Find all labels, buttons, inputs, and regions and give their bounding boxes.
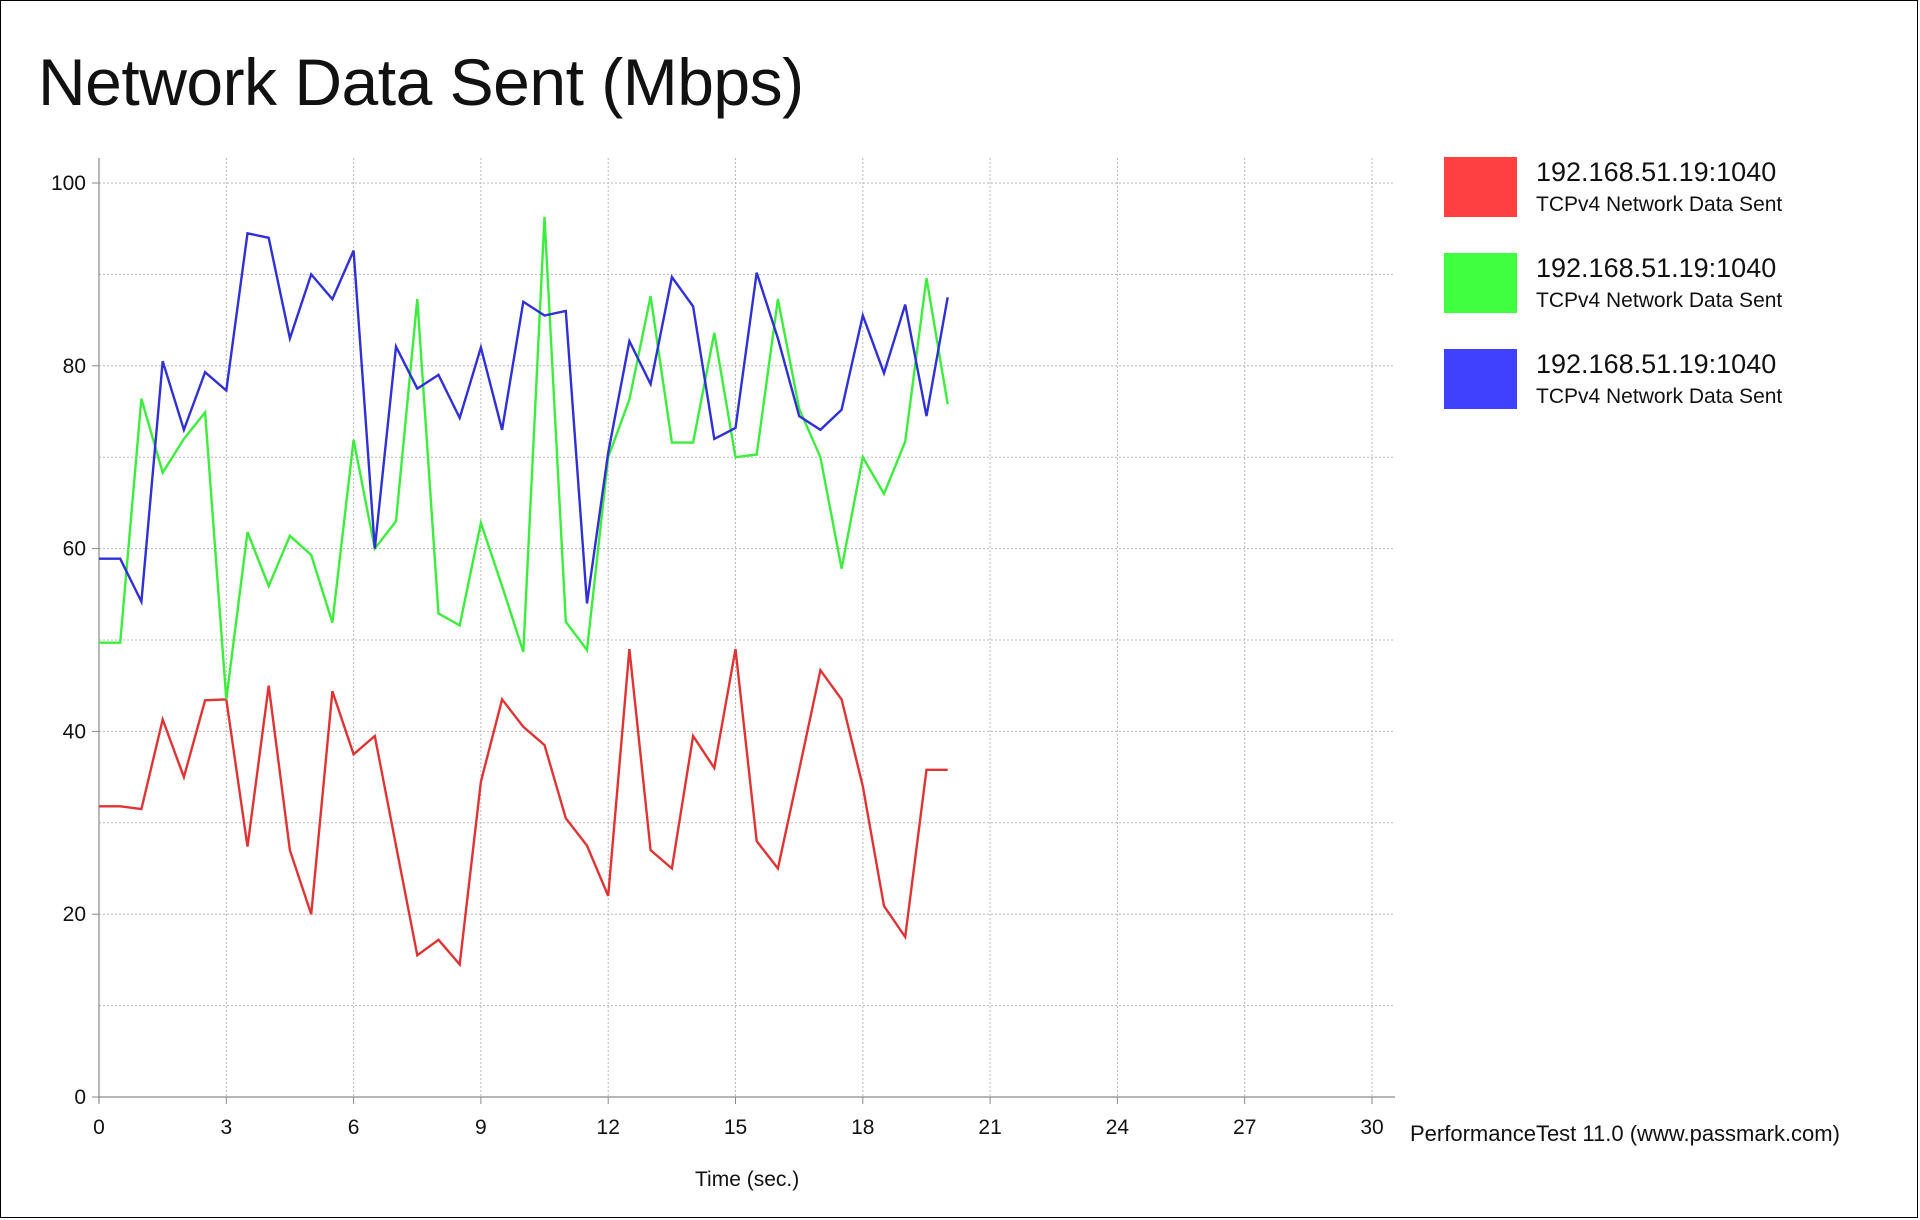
x-tick-label: 30: [1360, 1116, 1383, 1139]
x-tick-label: 9: [475, 1116, 487, 1139]
y-tick-label: 0: [74, 1086, 86, 1109]
x-tick-label: 24: [1106, 1116, 1130, 1139]
watermark-text: PerformanceTest 11.0 (www.passmark.com): [1410, 1121, 1840, 1146]
series-line-3: [99, 231, 949, 606]
grid-lines: [98, 158, 1395, 1098]
x-tick-label: 18: [851, 1116, 874, 1139]
series-lines: [99, 216, 949, 968]
y-tick-label: 40: [63, 720, 86, 743]
x-tick-label: 3: [220, 1116, 232, 1139]
chart-title: Network Data Sent (Mbps): [38, 45, 804, 119]
y-tick-label: 100: [51, 172, 86, 195]
legend-series-name: 192.168.51.19:1040: [1536, 157, 1777, 187]
legend-series-name: 192.168.51.19:1040: [1536, 349, 1777, 379]
legend-swatch-green: [1444, 253, 1517, 313]
tick-labels: 0 20 40 60 80 100 0 3 6 9 12 15 18 21 24 27 30: [51, 172, 1384, 1139]
y-tick-label: 20: [63, 903, 86, 926]
legend-swatch-blue: [1444, 349, 1517, 409]
legend-series-subtitle: TCPv4 Network Data Sent: [1536, 289, 1783, 312]
x-tick-label: 6: [348, 1116, 360, 1139]
x-tick-label: 27: [1233, 1116, 1256, 1139]
series-line-1: [99, 648, 948, 968]
legend-swatch-red: [1444, 157, 1517, 217]
axes: [92, 158, 1395, 1104]
legend-series-name: 192.168.51.19:1040: [1536, 253, 1777, 283]
x-tick-label: 12: [597, 1116, 620, 1139]
legend-series-subtitle: TCPv4 Network Data Sent: [1536, 193, 1783, 216]
legend-series-subtitle: TCPv4 Network Data Sent: [1536, 385, 1783, 408]
y-tick-label: 80: [63, 355, 86, 378]
x-tick-label: 0: [93, 1116, 105, 1139]
series-line-2: [99, 216, 949, 700]
y-tick-label: 60: [63, 538, 86, 561]
x-tick-label: 21: [978, 1116, 1001, 1139]
x-tick-label: 15: [724, 1116, 747, 1139]
x-axis-label: Time (sec.): [695, 1168, 800, 1191]
